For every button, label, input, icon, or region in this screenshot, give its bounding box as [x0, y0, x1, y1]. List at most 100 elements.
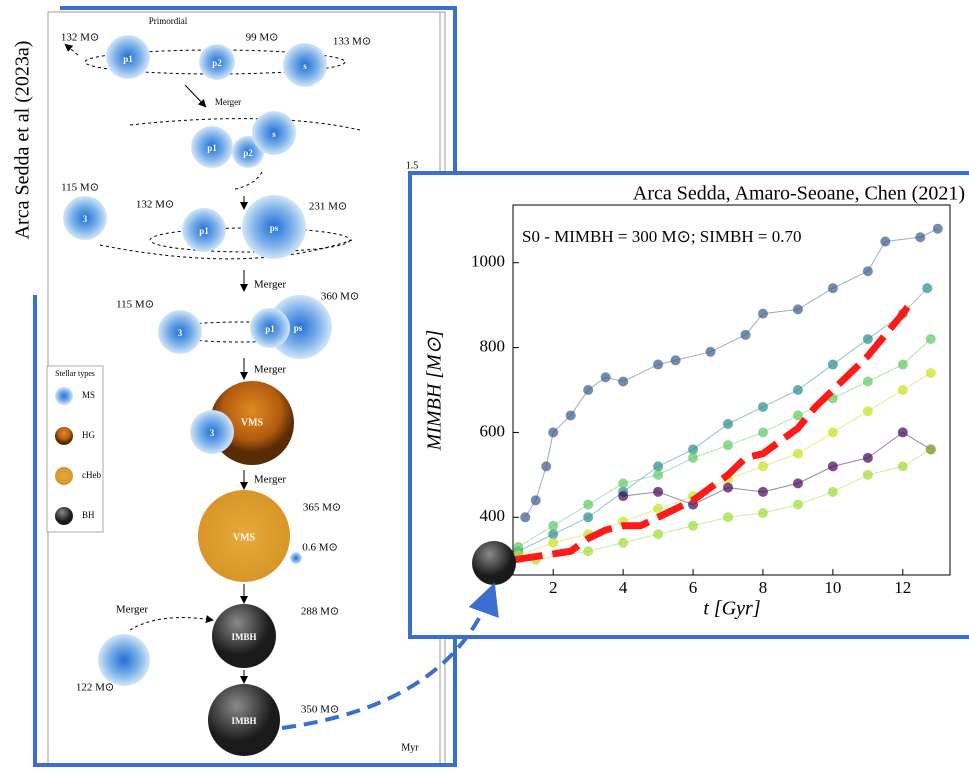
- point: [863, 470, 873, 480]
- point: [601, 372, 611, 382]
- point: [653, 487, 663, 497]
- chart-title: Arca Sedda, Amaro-Seoane, Chen (2021): [633, 183, 965, 205]
- point: [653, 360, 663, 370]
- diagram-label: Merger: [254, 474, 287, 486]
- x-tick-label: 8: [759, 578, 768, 597]
- diagram-label: 231 M⊙: [309, 201, 347, 213]
- diagram-label: p1: [199, 226, 209, 236]
- point: [828, 487, 838, 497]
- diagram-label: 132 M⊙: [61, 32, 99, 44]
- point: [793, 478, 803, 488]
- point: [898, 360, 908, 370]
- point: [828, 427, 838, 437]
- point: [688, 521, 698, 531]
- point: [863, 334, 873, 344]
- point: [566, 410, 576, 420]
- diagram-label: 1.5: [406, 160, 419, 171]
- diagram-label: 360 M⊙: [321, 291, 359, 303]
- point: [548, 427, 558, 437]
- point: [793, 500, 803, 510]
- point: [688, 453, 698, 463]
- diagram-label: 0.6 M⊙: [302, 542, 338, 554]
- point: [758, 309, 768, 319]
- diagram-label: 3: [178, 328, 183, 338]
- x-tick-label: 2: [549, 578, 558, 597]
- point: [828, 283, 838, 293]
- diagram-label: 133 M⊙: [333, 36, 371, 48]
- legend-item: HG: [82, 430, 95, 440]
- x-tick-label: 12: [894, 578, 911, 597]
- point: [740, 330, 750, 340]
- legend-title: Stellar types: [55, 369, 95, 378]
- diagram-label: Primordial: [149, 16, 188, 26]
- legend-item: BH: [82, 510, 95, 520]
- diagram-label: p2: [212, 58, 222, 68]
- point: [922, 283, 932, 293]
- point: [793, 449, 803, 459]
- point: [671, 355, 681, 365]
- point: [723, 512, 733, 522]
- point: [758, 461, 768, 471]
- point: [926, 334, 936, 344]
- point: [583, 500, 593, 510]
- point: [758, 402, 768, 412]
- diagram-label: Myr: [401, 742, 419, 753]
- side-title: Arca Sedda et al (2023a): [12, 41, 34, 240]
- diagram-label: 365 M⊙: [303, 502, 341, 514]
- diagram-label: Merger: [254, 279, 287, 291]
- point: [583, 385, 593, 395]
- left-panel: Stellar types MS HG cHeb BH Primordial13…: [35, 8, 455, 765]
- diagram-label: s: [303, 61, 307, 71]
- point: [723, 419, 733, 429]
- point: [583, 512, 593, 522]
- point: [933, 224, 943, 234]
- y-tick-label: 400: [480, 506, 506, 525]
- point: [653, 470, 663, 480]
- diagram-label: 3: [210, 428, 215, 438]
- diagram-label: 350 M⊙: [301, 704, 339, 716]
- point: [863, 377, 873, 387]
- diagram-label: 288 M⊙: [301, 606, 339, 618]
- point: [758, 508, 768, 518]
- point: [880, 236, 890, 246]
- right-panel: 246810124006008001000 Arca Sedda, Amaro-…: [282, 173, 969, 728]
- point: [926, 368, 936, 378]
- x-tick-label: 4: [619, 578, 628, 597]
- diagram-label: ps: [294, 323, 303, 333]
- diagram-label: Merger: [215, 97, 241, 107]
- point: [915, 232, 925, 242]
- legend-item: MS: [82, 390, 95, 400]
- y-tick-label: 1000: [471, 252, 505, 271]
- point: [548, 521, 558, 531]
- point: [898, 461, 908, 471]
- point: [863, 406, 873, 416]
- point: [723, 483, 733, 493]
- diagram-label: p1: [265, 324, 275, 334]
- point: [548, 538, 558, 548]
- point: [863, 453, 873, 463]
- point: [828, 360, 838, 370]
- point: [520, 512, 530, 522]
- diagram-label: s: [272, 129, 276, 139]
- x-tick-label: 6: [689, 578, 698, 597]
- point: [898, 427, 908, 437]
- point: [618, 377, 628, 387]
- annotation: S0 - MIMBH = 300 M⊙; SIMBH = 0.70: [522, 227, 801, 246]
- point: [758, 487, 768, 497]
- diagram-label: 99 M⊙: [246, 32, 279, 44]
- diagram-label: IMBH: [231, 716, 256, 726]
- x-axis-label: t [Gyr]: [703, 598, 760, 620]
- diagram-label: ps: [270, 223, 279, 233]
- diagram-label: 115 M⊙: [116, 299, 154, 311]
- point: [618, 478, 628, 488]
- point: [618, 491, 628, 501]
- diagram-label: 3: [83, 214, 88, 224]
- point: [531, 495, 541, 505]
- point: [926, 444, 936, 454]
- point: [828, 461, 838, 471]
- point: [541, 461, 551, 471]
- point: [898, 385, 908, 395]
- point: [863, 266, 873, 276]
- point: [723, 440, 733, 450]
- point: [583, 546, 593, 556]
